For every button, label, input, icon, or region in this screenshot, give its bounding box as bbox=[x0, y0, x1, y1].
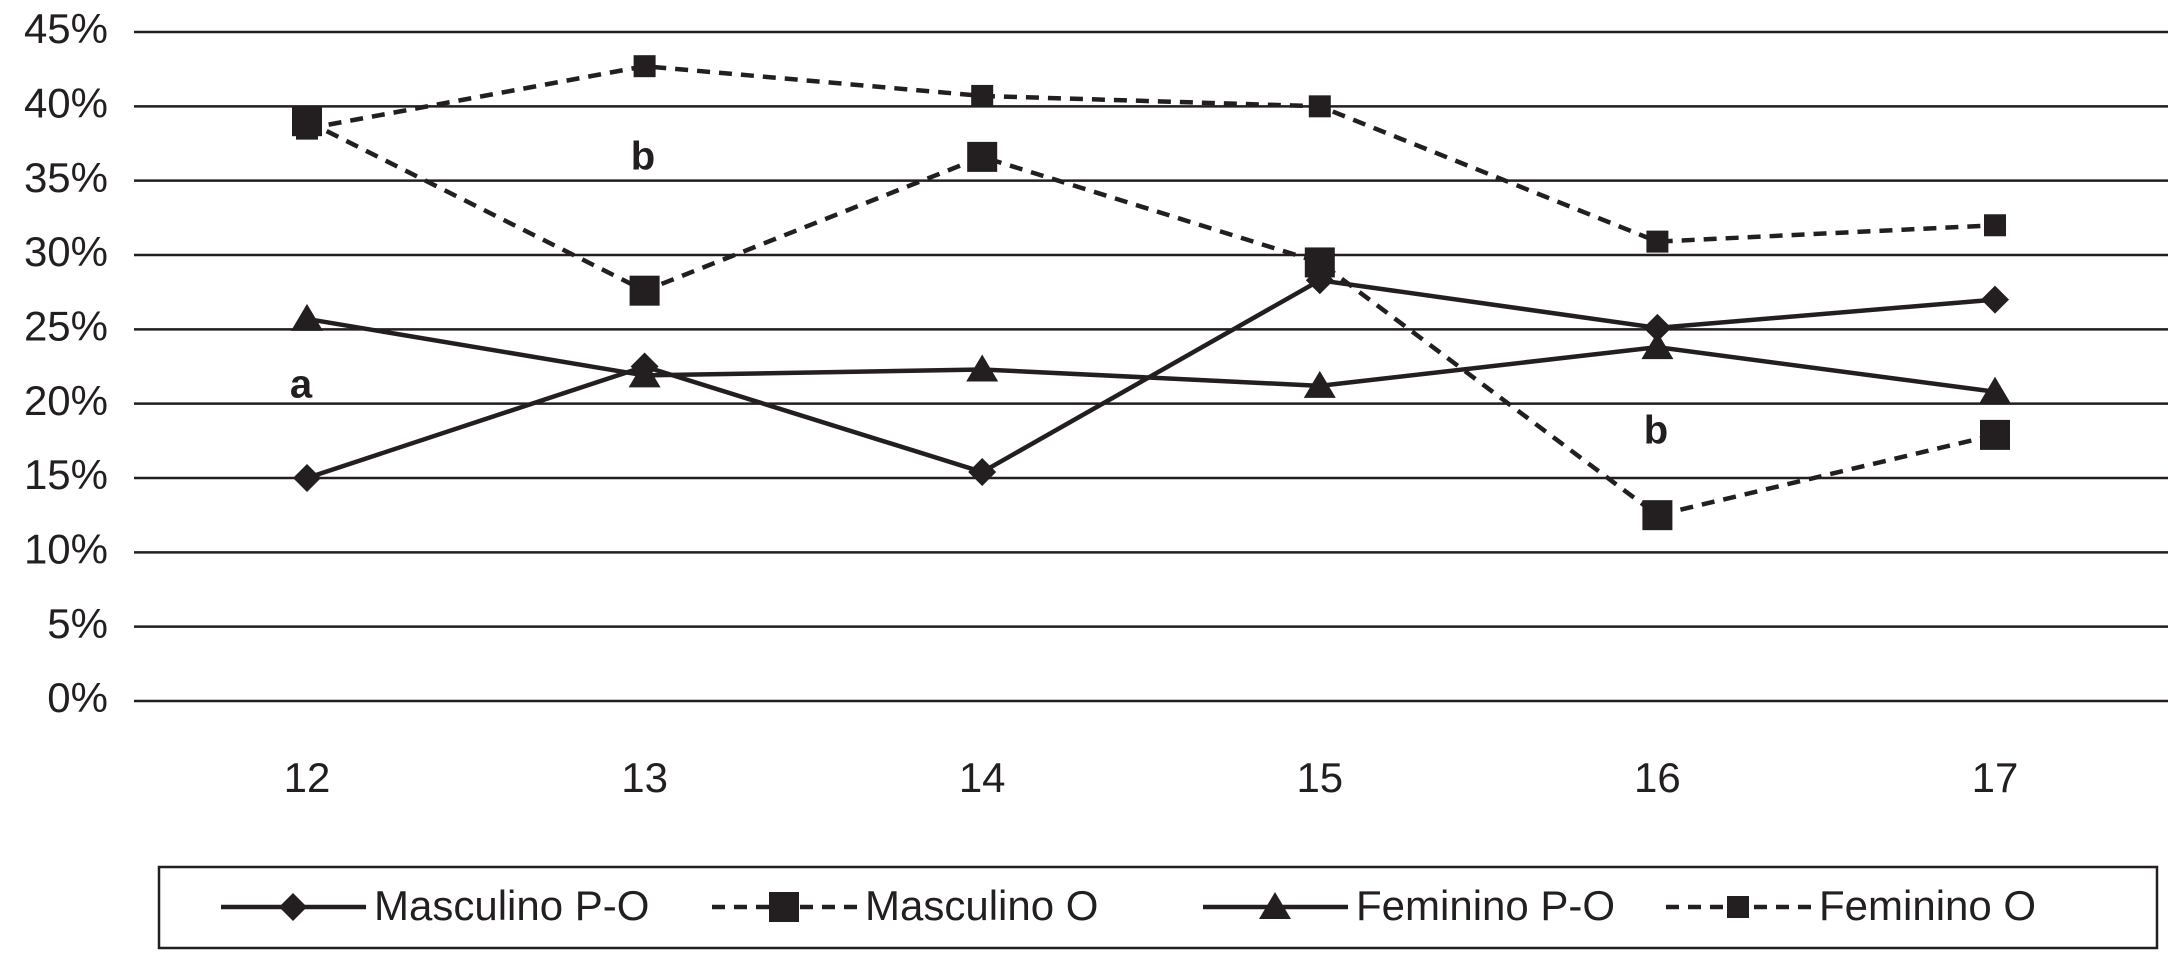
marker bbox=[968, 458, 997, 487]
marker bbox=[1259, 892, 1291, 919]
y-tick-label: 5% bbox=[47, 600, 108, 647]
annotation: b bbox=[631, 135, 655, 179]
marker bbox=[1642, 500, 1673, 531]
y-tick-label: 25% bbox=[24, 302, 108, 349]
y-tick-label: 0% bbox=[47, 674, 108, 721]
marker bbox=[769, 892, 799, 922]
annotation: b bbox=[1644, 409, 1668, 453]
marker bbox=[1727, 896, 1749, 918]
series-line bbox=[305, 119, 1996, 518]
marker bbox=[291, 303, 323, 331]
marker bbox=[629, 275, 660, 306]
x-tick-label: 13 bbox=[621, 754, 668, 801]
marker bbox=[633, 55, 656, 78]
x-tick-label: 17 bbox=[1972, 754, 2019, 801]
marker bbox=[967, 141, 998, 172]
marker bbox=[293, 464, 321, 492]
y-tick-label: 35% bbox=[24, 154, 108, 201]
x-tick-label: 14 bbox=[959, 754, 1006, 801]
marker bbox=[1641, 332, 1674, 360]
y-tick-label: 15% bbox=[24, 451, 108, 498]
marker bbox=[279, 893, 307, 921]
marker bbox=[1981, 285, 2009, 314]
y-tick-label: 40% bbox=[24, 79, 108, 126]
annotation: a bbox=[290, 363, 313, 407]
series-line bbox=[306, 63, 1996, 244]
marker bbox=[1984, 214, 2006, 237]
marker bbox=[1646, 230, 1669, 253]
y-tick-label: 45% bbox=[24, 5, 108, 52]
marker bbox=[1308, 95, 1331, 118]
marker bbox=[1980, 419, 2010, 450]
marker bbox=[1643, 313, 1672, 342]
y-tick-label: 20% bbox=[24, 377, 108, 424]
legend-label: Masculino P-O bbox=[374, 882, 649, 929]
marker bbox=[1304, 247, 1335, 278]
legend-label: Feminino P-O bbox=[1356, 882, 1615, 929]
marker bbox=[1303, 370, 1336, 398]
marker bbox=[966, 354, 999, 382]
x-tick-label: 16 bbox=[1634, 754, 1681, 801]
legend-label: Feminino O bbox=[1819, 882, 2036, 929]
marker bbox=[628, 360, 661, 388]
legend-label: Masculino O bbox=[865, 882, 1098, 929]
x-tick-label: 12 bbox=[284, 754, 331, 801]
marker bbox=[971, 84, 994, 107]
x-tick-label: 15 bbox=[1296, 754, 1343, 801]
marker bbox=[296, 117, 318, 140]
y-tick-label: 10% bbox=[24, 525, 108, 572]
legend-box bbox=[157, 865, 2159, 950]
y-tick-label: 30% bbox=[24, 228, 108, 275]
series-line bbox=[306, 316, 1996, 395]
marker bbox=[1979, 376, 2011, 404]
